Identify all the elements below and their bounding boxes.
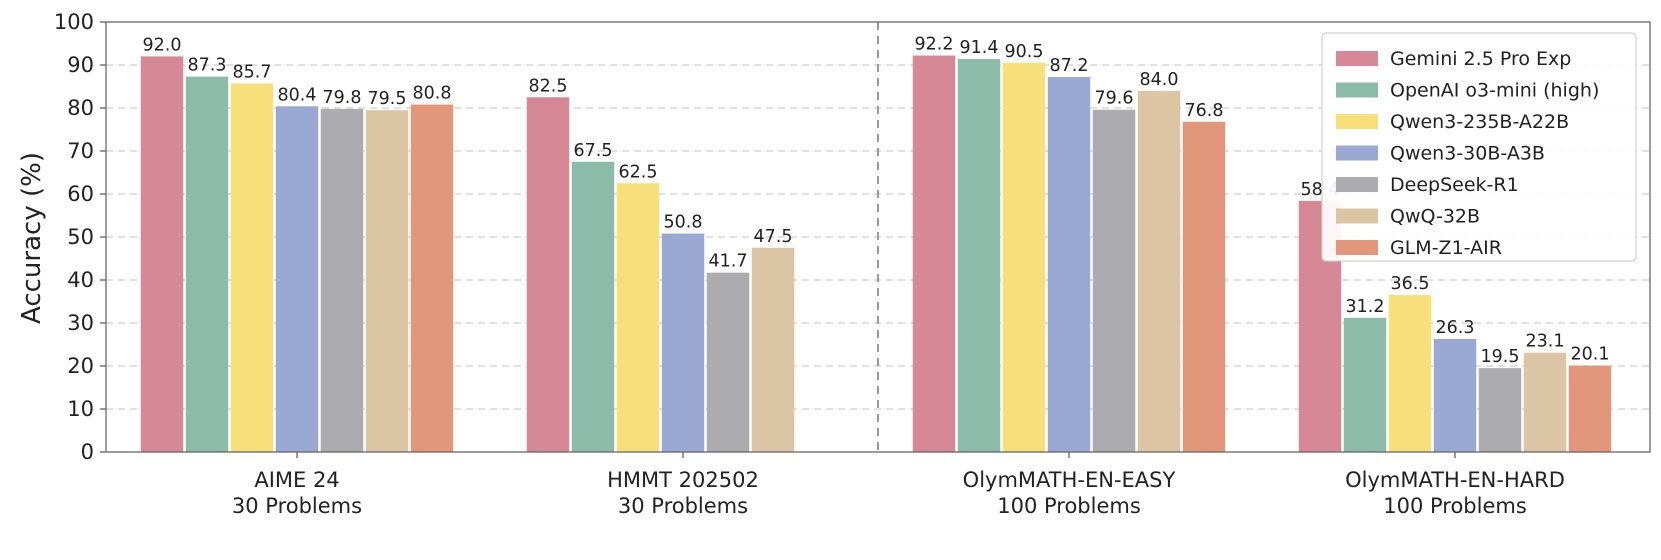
bar-value-label: 76.8 (1185, 101, 1224, 121)
bar-value-label: 85.7 (233, 62, 272, 82)
y-tick-label: 40 (67, 268, 94, 292)
legend-swatch (1336, 208, 1378, 224)
bar (140, 56, 184, 453)
bar-value-label: 36.5 (1391, 274, 1430, 294)
y-tick-label: 50 (67, 225, 94, 249)
bar-value-label: 92.0 (143, 35, 182, 55)
bar (912, 55, 956, 452)
bar (1002, 62, 1046, 452)
legend-swatch (1336, 177, 1378, 192)
legend: Gemini 2.5 Pro Exp OpenAI o3-mini (high) Q… (1321, 32, 1637, 262)
bar (571, 161, 615, 452)
x-tick-label: 100 Problems (1383, 494, 1527, 518)
bar-value-label: 23.1 (1526, 332, 1565, 352)
y-tick-label: 60 (67, 182, 94, 206)
bar-value-label: 84.0 (1140, 70, 1179, 90)
bar-value-label: 87.3 (188, 56, 227, 76)
bar (1433, 338, 1477, 452)
bar-value-label: 79.5 (368, 89, 407, 109)
bar (1478, 368, 1522, 452)
bar (1182, 121, 1226, 452)
bar-value-label: 20.1 (1571, 345, 1610, 365)
bar-value-label: 80.4 (278, 85, 317, 105)
x-tick-label: 30 Problems (232, 494, 362, 518)
x-tick-label: 30 Problems (618, 494, 748, 518)
bar-value-label: 82.5 (529, 76, 568, 96)
legend-swatch (1336, 240, 1378, 255)
x-tick-label: 100 Problems (997, 494, 1141, 518)
y-tick-label: 70 (67, 139, 94, 163)
y-tick-label: 10 (67, 397, 94, 421)
bar-value-label: 79.6 (1095, 89, 1134, 109)
bar-value-label: 67.5 (574, 141, 613, 161)
bar-value-label: 62.5 (619, 162, 658, 182)
plot-frame (105, 21, 1651, 453)
bar (1092, 109, 1136, 452)
legend-box (1321, 32, 1637, 262)
bar (410, 104, 454, 452)
bar-value-label: 91.4 (960, 38, 999, 58)
bar (661, 233, 705, 452)
legend-label: DeepSeek-R1 (1390, 174, 1519, 196)
y-tick-label: 90 (67, 53, 94, 77)
bar (751, 247, 795, 452)
legend-label: GLM-Z1-AIR (1390, 237, 1502, 259)
legend-label: OpenAI o3-mini (high) (1390, 80, 1599, 102)
bar (1343, 317, 1387, 452)
bar-value-label: 92.2 (915, 35, 954, 55)
bar-value-label: 19.5 (1481, 347, 1520, 367)
x-tick-label: HMMT 202502 (607, 468, 759, 492)
legend-label: Qwen3-235B-A22B (1390, 111, 1569, 133)
bar (1523, 352, 1567, 452)
y-tick-label: 80 (67, 96, 94, 120)
y-tick-label: 30 (67, 311, 94, 335)
bars (140, 55, 1612, 453)
bar (275, 106, 319, 452)
legend-swatch (1336, 145, 1378, 161)
bar-value-label: 26.3 (1436, 318, 1475, 338)
y-axis-label: Accuracy (%) (17, 152, 47, 324)
bar (185, 76, 229, 453)
bar-value-label: 41.7 (709, 252, 748, 272)
bar-value-labels: 92.0 87.3 85.7 80.4 79.8 79.5 80.8 82.5 67.5 62.5… (143, 35, 1610, 368)
bar (1388, 295, 1432, 452)
y-tick-label: 20 (67, 354, 94, 378)
bar (365, 110, 409, 453)
bar (1047, 77, 1091, 452)
legend-label: Gemini 2.5 Pro Exp (1390, 48, 1571, 70)
bar (957, 58, 1001, 452)
x-tick-label: OlymMATH-EN-HARD (1345, 468, 1565, 492)
x-tick-label: OlymMATH-EN-EASY (963, 468, 1176, 492)
y-tick-label: 100 (54, 10, 94, 34)
legend-swatch (1336, 82, 1378, 98)
legend-label: Qwen3-30B-A3B (1390, 143, 1545, 165)
bar-value-label: 50.8 (664, 213, 703, 233)
bar (230, 83, 274, 453)
legend-swatch (1336, 114, 1378, 129)
bar-value-label: 47.5 (754, 227, 793, 247)
bar-value-label: 80.8 (413, 84, 452, 104)
x-tick-label: AIME 24 (254, 468, 339, 492)
bar (526, 97, 570, 452)
y-tick-label: 0 (81, 440, 94, 464)
bar (1137, 90, 1181, 453)
bar-value-label: 79.8 (323, 88, 362, 108)
legend-swatch (1336, 51, 1378, 66)
bar-value-label: 31.2 (1346, 297, 1385, 317)
legend-label: QwQ-32B (1390, 206, 1480, 228)
bar (616, 183, 660, 452)
bar (706, 272, 750, 452)
bar-value-label: 87.2 (1050, 56, 1089, 76)
bar-value-label: 90.5 (1005, 42, 1044, 62)
bar (320, 108, 364, 453)
bar (1568, 365, 1612, 452)
